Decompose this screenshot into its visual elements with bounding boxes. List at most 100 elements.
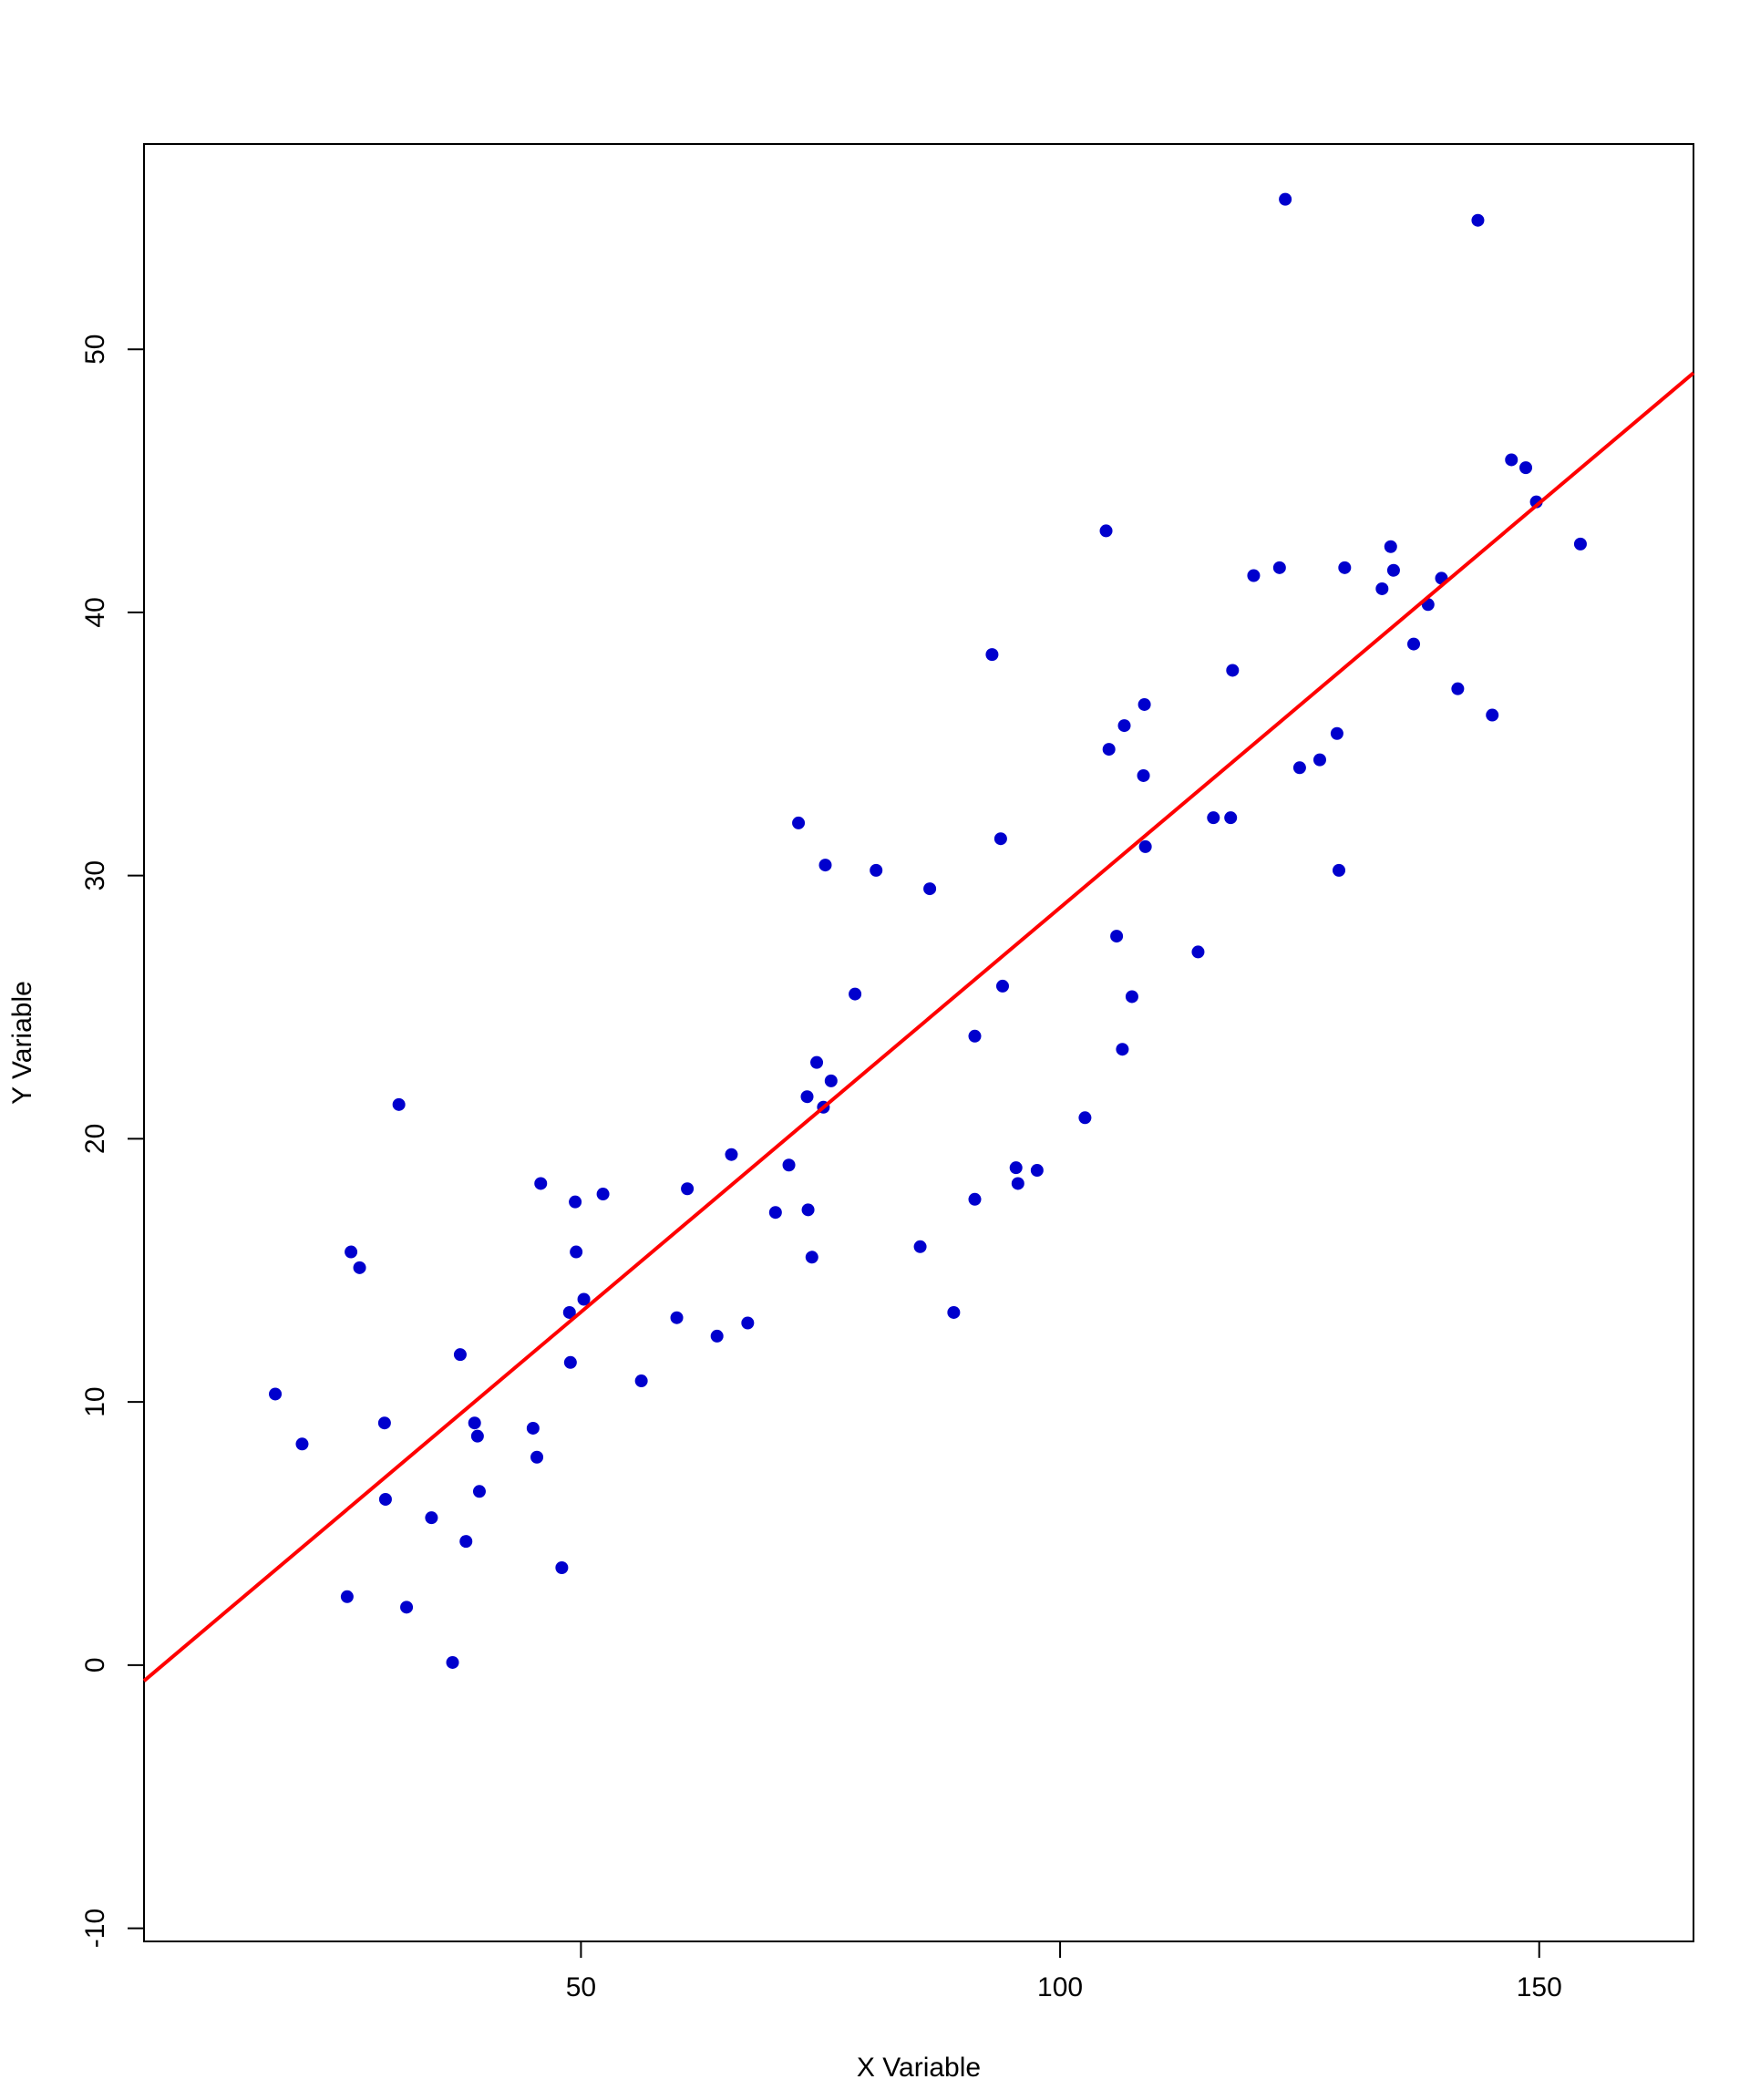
data-point: [269, 1387, 283, 1401]
data-point: [1573, 537, 1587, 551]
data-point: [681, 1182, 695, 1196]
data-point: [1292, 761, 1306, 775]
data-point: [1486, 708, 1499, 722]
y-tick-label: 50: [80, 335, 110, 365]
x-axis-label: X Variable: [857, 2053, 981, 2083]
data-point: [1312, 753, 1326, 767]
data-point: [1330, 726, 1343, 740]
data-point: [801, 1203, 815, 1217]
data-point: [1375, 582, 1389, 595]
data-point: [1333, 863, 1346, 877]
data-point: [1224, 811, 1238, 825]
data-point: [1116, 1043, 1129, 1056]
data-point: [993, 832, 1007, 846]
data-point: [340, 1590, 354, 1603]
data-point: [425, 1511, 438, 1525]
data-point: [741, 1316, 755, 1330]
data-point: [1226, 664, 1240, 677]
data-point: [1471, 213, 1485, 227]
regression-line: [142, 371, 1695, 1683]
data-point: [378, 1492, 392, 1506]
x-tick-label: 100: [1037, 1972, 1083, 2002]
data-point: [913, 1240, 927, 1253]
data-point: [453, 1348, 467, 1362]
data-point: [377, 1416, 391, 1430]
data-point: [1338, 561, 1352, 574]
data-point: [947, 1305, 961, 1319]
data-point: [805, 1251, 818, 1264]
data-point: [1009, 1161, 1023, 1175]
data-point: [818, 859, 832, 872]
data-point: [768, 1206, 782, 1220]
data-point: [634, 1374, 648, 1388]
data-point: [1272, 561, 1286, 574]
y-tick-label: 10: [80, 1386, 110, 1416]
y-tick-label: 40: [80, 597, 110, 627]
data-point: [1125, 990, 1138, 1004]
data-point: [1099, 524, 1113, 538]
data-point: [1191, 945, 1205, 959]
data-point: [792, 816, 806, 829]
data-point: [1078, 1111, 1092, 1125]
data-point: [400, 1601, 414, 1614]
data-point: [849, 987, 862, 1001]
data-point: [1011, 1177, 1024, 1190]
data-point: [923, 882, 937, 896]
data-point: [295, 1437, 309, 1451]
data-point: [1030, 1164, 1044, 1178]
x-tick-label: 150: [1517, 1972, 1562, 2002]
data-point: [563, 1355, 577, 1369]
data-point: [1207, 811, 1220, 825]
x-axis-ticks: 50 100 150: [566, 1941, 1562, 2002]
data-point: [1519, 461, 1533, 475]
x-tick-label: 50: [566, 1972, 596, 2002]
data-point: [1505, 453, 1518, 467]
data-point: [968, 1192, 982, 1206]
data-point: [1137, 768, 1150, 782]
data-point: [446, 1655, 459, 1669]
y-axis-ticks: -10 0 10 20 30 40 50: [80, 335, 144, 1948]
data-point: [670, 1311, 684, 1324]
y-tick-label: 30: [80, 860, 110, 890]
data-point: [1102, 743, 1116, 757]
plot-frame: [143, 143, 1694, 1942]
y-axis-label: Y Variable: [7, 981, 37, 1105]
data-point: [353, 1261, 366, 1274]
data-point: [782, 1158, 796, 1172]
data-point: [596, 1188, 610, 1201]
data-point: [534, 1177, 548, 1190]
data-point: [824, 1074, 838, 1087]
data-point: [985, 648, 999, 662]
data-point: [530, 1450, 544, 1464]
data-point: [569, 1195, 582, 1209]
data-point: [459, 1535, 473, 1549]
data-point: [470, 1429, 484, 1443]
data-point: [968, 1029, 982, 1043]
data-point: [1138, 697, 1151, 711]
data-point: [810, 1055, 824, 1069]
data-point: [468, 1416, 481, 1430]
data-point: [1451, 682, 1465, 695]
data-point: [1138, 839, 1152, 853]
data-point: [570, 1245, 583, 1259]
data-point: [577, 1292, 591, 1306]
data-point: [710, 1329, 724, 1343]
y-tick-label: -10: [80, 1909, 110, 1948]
y-tick-label: 20: [80, 1124, 110, 1154]
data-point: [800, 1090, 814, 1104]
data-point: [555, 1561, 569, 1575]
data-point: [725, 1148, 738, 1161]
data-points: [269, 192, 1587, 1669]
data-point: [1384, 540, 1397, 553]
data-point: [392, 1097, 406, 1111]
data-point: [870, 863, 883, 877]
data-point: [1247, 569, 1261, 582]
data-point: [562, 1305, 576, 1319]
data-point: [1110, 930, 1124, 943]
data-point: [472, 1485, 486, 1498]
data-point: [995, 979, 1009, 993]
data-point: [345, 1245, 358, 1259]
y-tick-label: 0: [80, 1657, 110, 1673]
data-point: [1117, 719, 1131, 733]
